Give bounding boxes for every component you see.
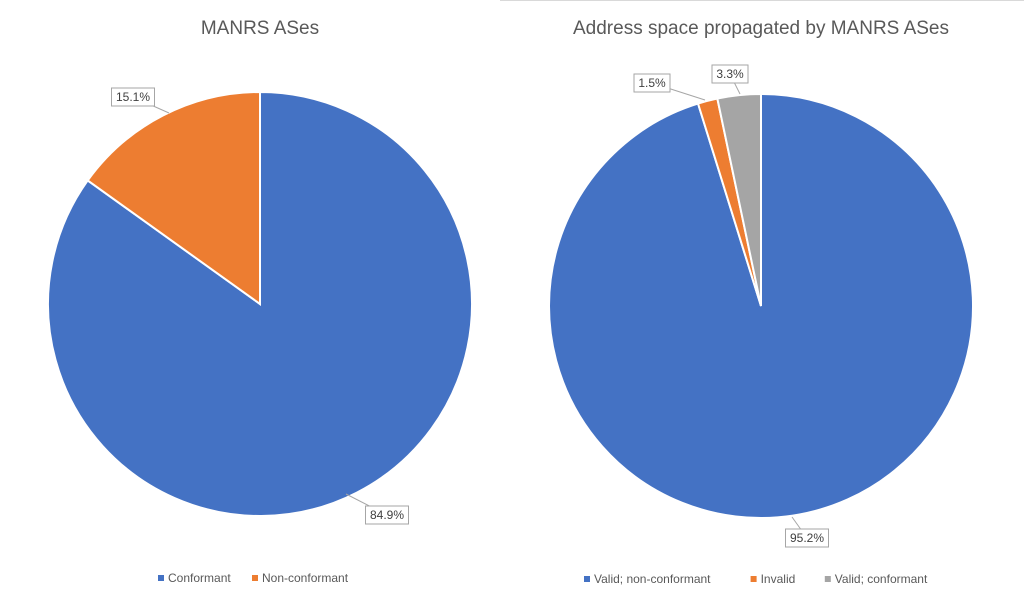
legend-item-valid-non-conformant: Valid; non-conformant — [584, 572, 711, 586]
chart-title: Address space propagated by MANRS ASes — [573, 18, 949, 39]
pie-slices — [548, 92, 974, 519]
data-label-text: 95.2% — [790, 531, 824, 545]
data-label-conformant: 84.9% — [345, 493, 409, 525]
data-label-invalid: 1.5% — [633, 73, 706, 101]
legend-swatch — [750, 576, 757, 582]
legend-label: Valid; conformant — [835, 572, 928, 586]
pie-chart-left-svg: MANRS ASes 84.9% 15.1% Conformant Non-confo… — [47, 18, 473, 585]
legend-label: Invalid — [761, 572, 796, 586]
data-label-text: 3.3% — [716, 67, 744, 81]
data-label-non-conformant: 15.1% — [111, 87, 170, 114]
legend: Conformant Non-conformant — [158, 571, 349, 585]
data-label-valid-conformant: 3.3% — [711, 64, 749, 95]
chart-title: MANRS ASes — [201, 18, 319, 39]
top-divider — [500, 0, 1024, 1]
legend-item-non-conformant: Non-conformant — [252, 571, 349, 585]
legend: Valid; non-conformant Invalid Valid; confo… — [584, 572, 928, 586]
legend-label: Conformant — [168, 571, 231, 585]
legend-label: Valid; non-conformant — [594, 572, 711, 586]
data-label-text: 84.9% — [370, 508, 404, 522]
legend-label: Non-conformant — [262, 571, 349, 585]
data-label-valid-non-conformant: 95.2% — [785, 516, 829, 548]
legend-item-conformant: Conformant — [158, 571, 231, 585]
pie-slice-conformant — [47, 90, 473, 517]
pie-chart-right-svg: Address space propagated by MANRS ASes 9… — [548, 18, 974, 586]
legend-swatch — [252, 575, 258, 581]
pie-slice-non-conformant — [86, 90, 261, 306]
pie-slice-valid-conformant — [716, 92, 762, 307]
pie-slices — [47, 90, 473, 517]
data-label-text: 1.5% — [638, 76, 666, 90]
pie-chart-manrs-ases: MANRS ASes 84.9% 15.1% Conformant Non-confo… — [0, 0, 500, 603]
legend-swatch — [584, 576, 590, 582]
legend-item-invalid: Invalid — [750, 572, 796, 586]
legend-swatch — [158, 575, 164, 581]
pie-chart-address-space: Address space propagated by MANRS ASes 9… — [500, 0, 1024, 603]
legend-swatch — [824, 576, 831, 582]
legend-item-valid-conformant: Valid; conformant — [824, 572, 928, 586]
data-label-text: 15.1% — [116, 90, 150, 104]
